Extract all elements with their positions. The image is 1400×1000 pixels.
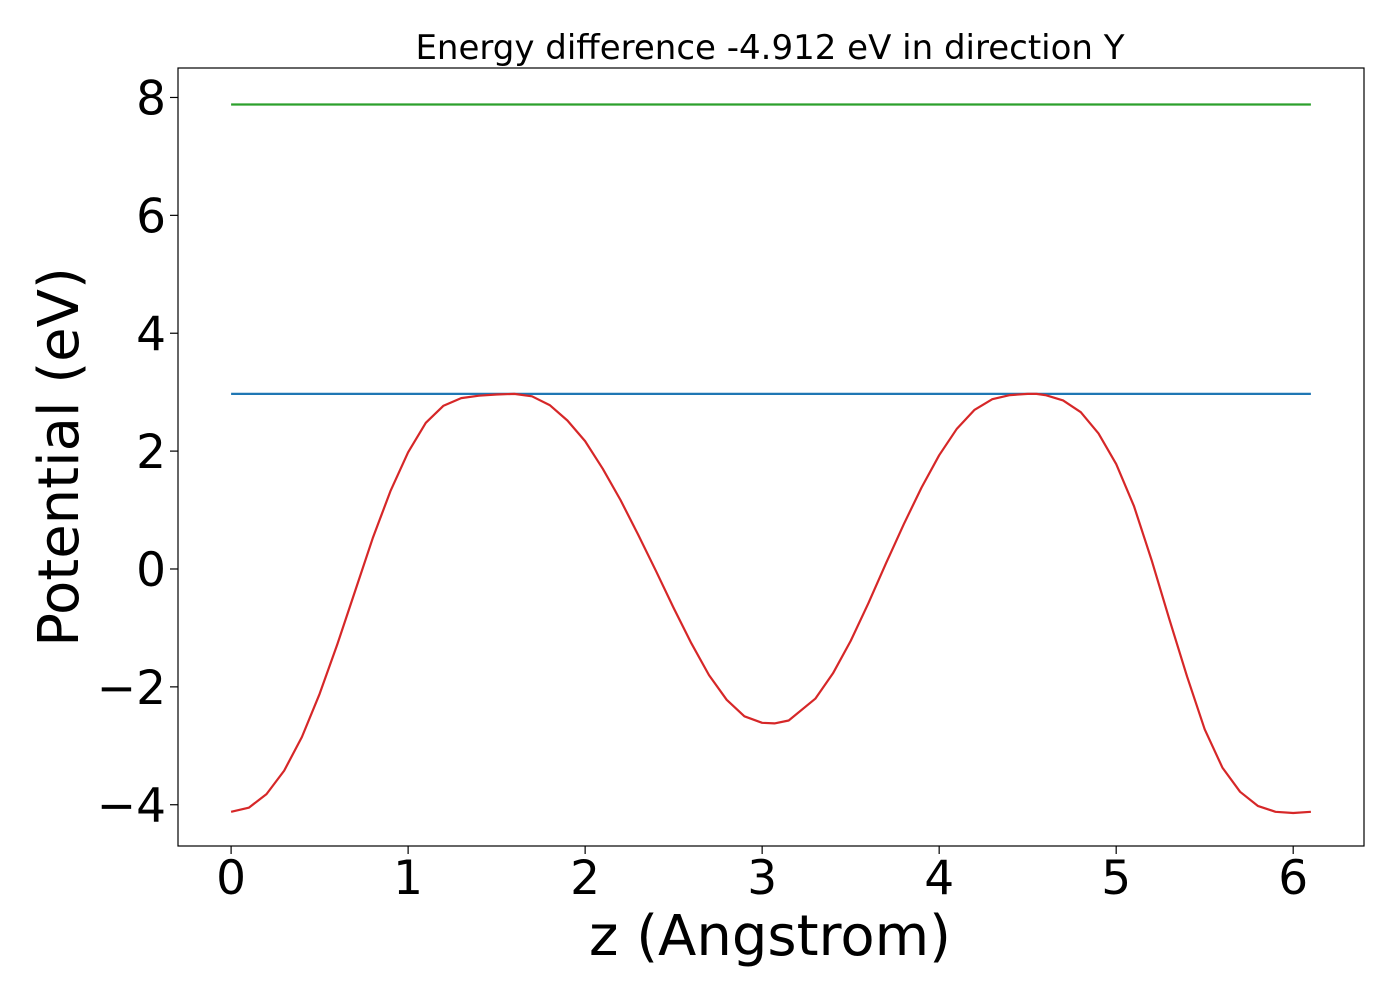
y-tick-label: 2: [136, 425, 166, 480]
x-tick-label: 4: [924, 851, 954, 906]
y-axis-label: Potential (eV): [27, 267, 92, 647]
chart-title: Energy difference -4.912 eV in direction…: [415, 28, 1124, 68]
x-axis-label: z (Angstrom): [589, 904, 951, 969]
y-tick-label: −4: [97, 779, 166, 834]
y-tick-label: −2: [97, 661, 166, 716]
x-tick-label: 0: [216, 851, 246, 906]
x-tick-label: 3: [747, 851, 777, 906]
y-tick-label: 6: [136, 189, 166, 244]
x-tick-label: 5: [1101, 851, 1131, 906]
plot-area-frame: [177, 67, 1365, 847]
x-tick-label: 2: [570, 851, 600, 906]
y-tick-label: 8: [136, 71, 166, 126]
x-axis-ticks: 0 1 2 3 4 5 6: [216, 846, 1308, 906]
y-tick-label: 4: [136, 307, 166, 362]
y-tick-label: 0: [136, 543, 166, 598]
plot-lines: [230, 103, 1311, 815]
y-axis-ticks: −4 −2 0 2 4 6 8: [97, 71, 178, 834]
x-tick-label: 6: [1278, 851, 1308, 906]
series-line-2: [230, 392, 1311, 815]
x-tick-label: 1: [393, 851, 423, 906]
